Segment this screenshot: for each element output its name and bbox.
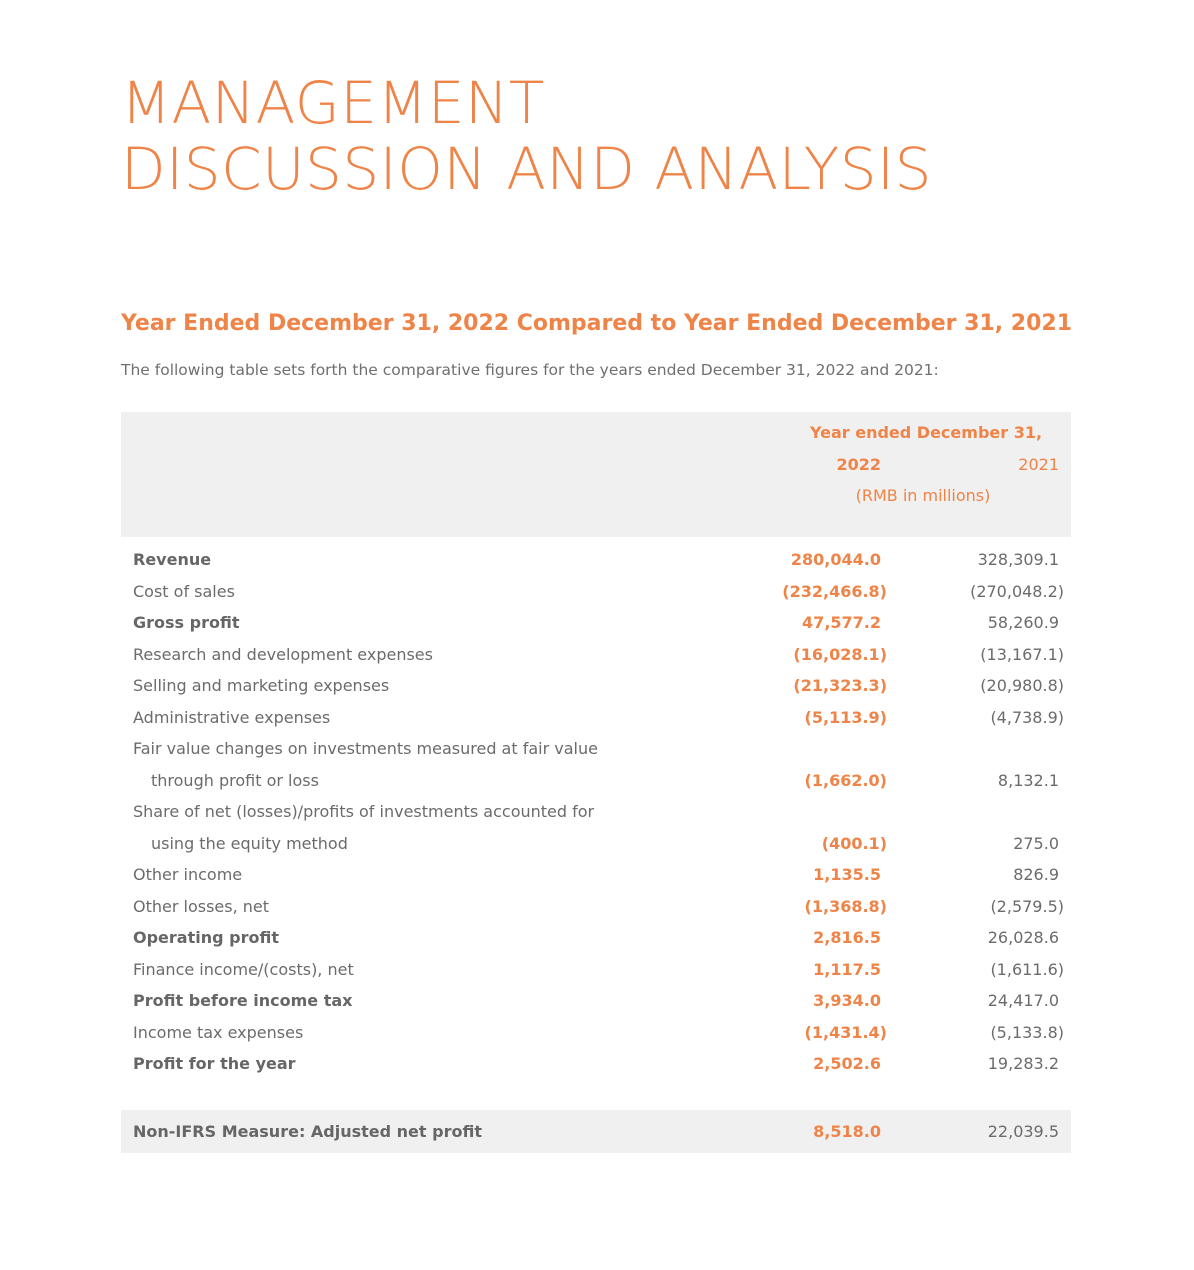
income-statement-table: Revenue 280,044.0 328,309.1 Cost of sale… [121, 544, 1071, 1080]
row-value-2021: (1,611.6) [990, 959, 1064, 979]
row-label: Revenue [133, 550, 212, 569]
row-label: Cost of sales [133, 581, 235, 601]
row-label: Other income [133, 865, 243, 884]
row-label-line-1: Fair value changes on investments measur… [133, 739, 598, 758]
table-row: Share of net (losses)/profits of investm… [121, 796, 1071, 859]
table-row: Fair value changes on investments measur… [121, 733, 1071, 796]
row-value-2021: 22,039.5 [987, 1122, 1059, 1141]
row-value-2022: (21,323.3) [793, 676, 887, 695]
table-row: Selling and marketing expenses (21,323.3… [121, 670, 1071, 702]
row-value-2021: 26,028.6 [987, 928, 1059, 947]
table-row: Finance income/(costs), net 1,117.5 (1,6… [121, 954, 1071, 986]
row-value-2022: (1,368.8) [804, 896, 887, 916]
row-value-2021: (20,980.8) [980, 676, 1064, 695]
table-row: Profit before income tax 3,934.0 24,417.… [121, 985, 1071, 1017]
row-value-2021: 19,283.2 [987, 1054, 1059, 1073]
row-value-2022: (1,431.4) [804, 1022, 887, 1042]
row-value-2022: (5,113.9) [804, 707, 887, 727]
table-row: Operating profit 2,816.5 26,028.6 [121, 922, 1071, 954]
row-label: Selling and marketing expenses [133, 676, 390, 695]
page-title: MANAGEMENT DISCUSSION AND ANALYSIS [121, 70, 932, 202]
row-value-2021: (270,048.2) [970, 581, 1064, 601]
row-value-2022: 280,044.0 [790, 550, 881, 569]
row-value-2022: (400.1) [821, 833, 887, 853]
row-label: Share of net (losses)/profits of investm… [133, 796, 733, 859]
row-label-line-1: Share of net (losses)/profits of investm… [133, 802, 595, 821]
table-header: Year ended December 31, 2022 2021 (RMB i… [121, 412, 1071, 537]
row-label: Gross profit [133, 613, 240, 632]
row-value-2022: 1,117.5 [813, 959, 881, 979]
row-value-2022: 2,502.6 [813, 1054, 881, 1073]
row-value-2021: (2,579.5) [990, 896, 1064, 916]
row-value-2021: (5,133.8) [990, 1022, 1064, 1042]
table-row: Gross profit 47,577.2 58,260.9 [121, 607, 1071, 639]
table-row: Income tax expenses (1,431.4) (5,133.8) [121, 1017, 1071, 1049]
column-header-2021: 2021 [1018, 455, 1059, 474]
row-value-2021: 24,417.0 [987, 991, 1059, 1010]
row-value-2021: 328,309.1 [977, 550, 1059, 569]
row-value-2022: 3,934.0 [813, 991, 881, 1010]
row-value-2022: (16,028.1) [793, 644, 887, 664]
row-value-2022: (1,662.0) [804, 770, 887, 790]
row-value-2022: 1,135.5 [813, 865, 881, 884]
row-label: Profit before income tax [133, 991, 353, 1010]
row-value-2022: 47,577.2 [802, 613, 881, 632]
row-label: Income tax expenses [133, 1022, 304, 1042]
page-title-line-2: DISCUSSION AND ANALYSIS [121, 135, 932, 203]
table-row: Administrative expenses (5,113.9) (4,738… [121, 702, 1071, 734]
row-label: Administrative expenses [133, 707, 331, 727]
page-title-line-1: MANAGEMENT [121, 69, 545, 137]
row-label: Other losses, net [133, 896, 270, 916]
table-header-caption: Year ended December 31, [810, 423, 1043, 442]
table-row: Research and development expenses (16,02… [121, 639, 1071, 671]
row-value-2022: 2,816.5 [813, 928, 881, 947]
row-value-2021: 275.0 [1013, 833, 1059, 853]
row-label-line-2: using the equity method [151, 833, 348, 853]
table-row: Other losses, net (1,368.8) (2,579.5) [121, 891, 1071, 923]
row-value-2022: (232,466.8) [782, 581, 887, 601]
adjusted-net-profit-row: Non-IFRS Measure: Adjusted net profit 8,… [121, 1110, 1071, 1153]
table-row: Cost of sales (232,466.8) (270,048.2) [121, 576, 1071, 608]
table-row: Profit for the year 2,502.6 19,283.2 [121, 1048, 1071, 1080]
row-value-2021: 826.9 [1013, 865, 1059, 884]
row-label: Operating profit [133, 928, 279, 947]
row-label: Finance income/(costs), net [133, 959, 354, 979]
column-header-2022: 2022 [836, 455, 881, 474]
intro-paragraph: The following table sets forth the compa… [121, 361, 939, 379]
row-value-2021: (13,167.1) [980, 644, 1064, 664]
row-label: Non-IFRS Measure: Adjusted net profit [133, 1122, 482, 1141]
table-row: Other income 1,135.5 826.9 [121, 859, 1071, 891]
table-row: Revenue 280,044.0 328,309.1 [121, 544, 1071, 576]
row-label-line-2: through profit or loss [151, 770, 319, 790]
row-value-2022: 8,518.0 [813, 1122, 881, 1141]
row-label: Profit for the year [133, 1054, 296, 1073]
row-label: Fair value changes on investments measur… [133, 733, 733, 796]
row-label: Research and development expenses [133, 644, 433, 664]
section-heading: Year Ended December 31, 2022 Compared to… [121, 311, 1073, 336]
row-value-2021: 58,260.9 [987, 613, 1059, 632]
row-value-2021: (4,738.9) [990, 707, 1064, 727]
table-unit-label: (RMB in millions) [855, 486, 991, 505]
row-value-2021: 8,132.1 [997, 770, 1059, 790]
